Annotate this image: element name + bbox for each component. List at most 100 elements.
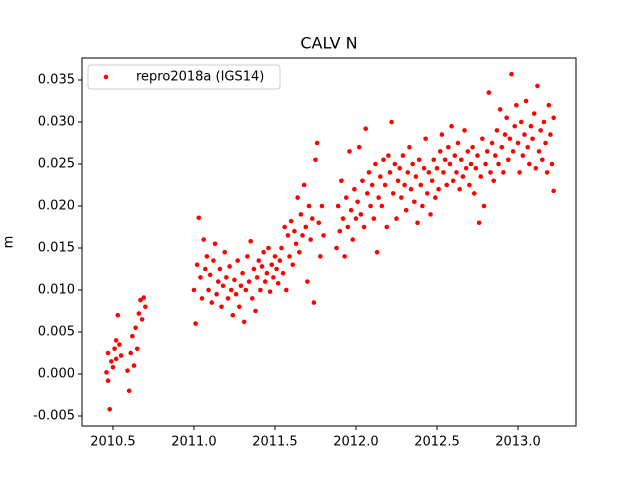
data-point xyxy=(520,153,526,158)
data-point xyxy=(507,136,513,142)
data-point xyxy=(551,188,556,194)
data-point xyxy=(345,224,351,230)
data-point xyxy=(225,296,231,301)
data-point xyxy=(538,128,543,133)
data-point xyxy=(215,279,221,284)
data-point xyxy=(468,161,474,167)
data-point xyxy=(264,270,270,276)
data-point xyxy=(251,266,257,272)
data-point xyxy=(512,123,518,129)
data-point xyxy=(480,136,485,142)
data-point xyxy=(518,119,524,125)
data-point xyxy=(476,220,482,226)
data-point xyxy=(509,71,514,77)
legend-label: repro2018a (IGS14) xyxy=(136,70,264,85)
data-point xyxy=(361,224,367,230)
data-point xyxy=(348,207,354,213)
data-point xyxy=(397,165,403,171)
data-point xyxy=(269,262,275,268)
data-point xyxy=(277,258,283,263)
chart-title: CALV N xyxy=(300,34,357,53)
data-point xyxy=(228,287,234,293)
data-point xyxy=(395,178,401,184)
data-point xyxy=(510,149,516,154)
data-point xyxy=(105,350,111,356)
data-point xyxy=(460,174,466,179)
data-point xyxy=(224,275,229,280)
data-point xyxy=(222,249,228,255)
data-point xyxy=(454,170,459,175)
data-point xyxy=(133,325,138,331)
data-point xyxy=(243,287,249,293)
data-point xyxy=(267,289,273,294)
data-point xyxy=(457,186,462,192)
data-point xyxy=(426,170,432,175)
data-point xyxy=(412,199,417,205)
data-point xyxy=(199,296,205,301)
data-point xyxy=(384,224,390,230)
data-point xyxy=(481,203,487,209)
data-point xyxy=(403,207,409,213)
data-point xyxy=(335,203,341,209)
data-point xyxy=(535,83,540,89)
data-point xyxy=(410,161,415,167)
data-point xyxy=(207,272,213,278)
data-point xyxy=(249,296,255,301)
data-point xyxy=(543,140,548,146)
data-point xyxy=(290,262,296,268)
data-point xyxy=(262,279,268,284)
data-point xyxy=(523,98,529,104)
data-point xyxy=(525,144,531,150)
data-point xyxy=(125,368,130,373)
plot-frame xyxy=(81,57,577,427)
data-point xyxy=(389,119,394,125)
data-point xyxy=(256,258,262,263)
data-point xyxy=(130,333,135,339)
data-point xyxy=(355,199,360,205)
data-point xyxy=(235,258,241,263)
data-point xyxy=(424,191,430,196)
data-point xyxy=(143,304,148,310)
data-point xyxy=(546,102,552,108)
data-point xyxy=(201,237,206,242)
data-point xyxy=(212,241,218,247)
data-point xyxy=(515,140,521,146)
data-point xyxy=(465,149,471,154)
data-point xyxy=(431,157,437,163)
data-point xyxy=(240,270,245,276)
data-point xyxy=(429,178,435,184)
data-point xyxy=(230,312,236,318)
data-point xyxy=(387,170,393,175)
x-tick-label: 2011.5 xyxy=(252,435,298,450)
data-point xyxy=(452,153,458,158)
y-tick-label: 0.015 xyxy=(38,241,75,256)
data-point xyxy=(311,300,317,305)
data-point xyxy=(360,178,365,184)
data-point xyxy=(499,144,505,150)
data-point xyxy=(444,182,450,188)
data-point xyxy=(309,216,315,221)
data-point xyxy=(449,123,454,129)
y-tick-label: 0.035 xyxy=(38,73,75,88)
data-point xyxy=(308,237,313,242)
data-point xyxy=(343,195,349,200)
data-point xyxy=(139,317,145,322)
x-tick-label: 2012.0 xyxy=(333,435,379,450)
data-point xyxy=(321,233,326,238)
data-point xyxy=(232,277,237,283)
data-point xyxy=(423,136,428,142)
y-tick-label: 0.025 xyxy=(38,157,75,172)
data-point xyxy=(113,356,119,362)
data-point xyxy=(379,203,385,209)
data-point xyxy=(194,262,200,268)
data-point xyxy=(536,149,542,154)
data-point xyxy=(261,249,266,255)
data-point xyxy=(248,238,253,244)
y-axis-label: m xyxy=(2,236,17,249)
data-point xyxy=(285,233,291,238)
data-point xyxy=(258,287,263,293)
data-point xyxy=(217,266,223,272)
data-point xyxy=(390,191,396,196)
data-point xyxy=(220,283,226,289)
y-tick-label: -0.005 xyxy=(33,409,75,424)
